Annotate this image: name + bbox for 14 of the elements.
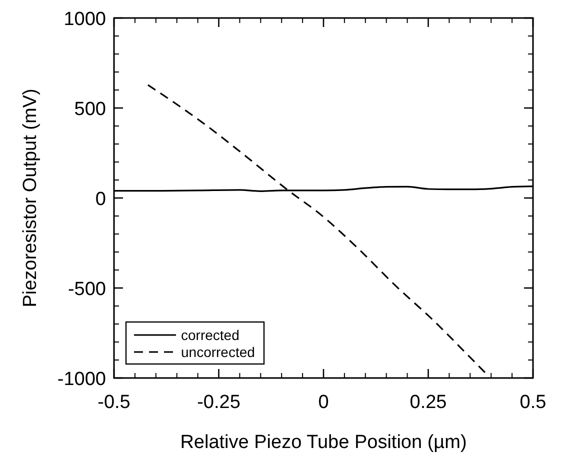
y-tick-label: -1000: [57, 369, 106, 390]
y-axis-title: Piezoresistor Output (mV): [20, 88, 41, 308]
x-axis-title: Relative Piezo Tube Position (µm): [180, 432, 467, 453]
x-tick-label: 0.25: [410, 392, 447, 413]
y-tick-label: 500: [74, 99, 106, 120]
y-tick-label: -500: [68, 279, 106, 300]
y-tick-label: 0: [95, 189, 106, 210]
x-tick-label: -0.5: [98, 392, 130, 413]
y-tick-label: 1000: [64, 9, 106, 30]
legend-label: uncorrected: [181, 344, 255, 360]
x-tick-label: -0.25: [197, 392, 240, 413]
x-tick-label: 0.5: [520, 392, 546, 413]
legend-label: corrected: [181, 327, 240, 343]
x-tick-label: 0: [318, 392, 329, 413]
